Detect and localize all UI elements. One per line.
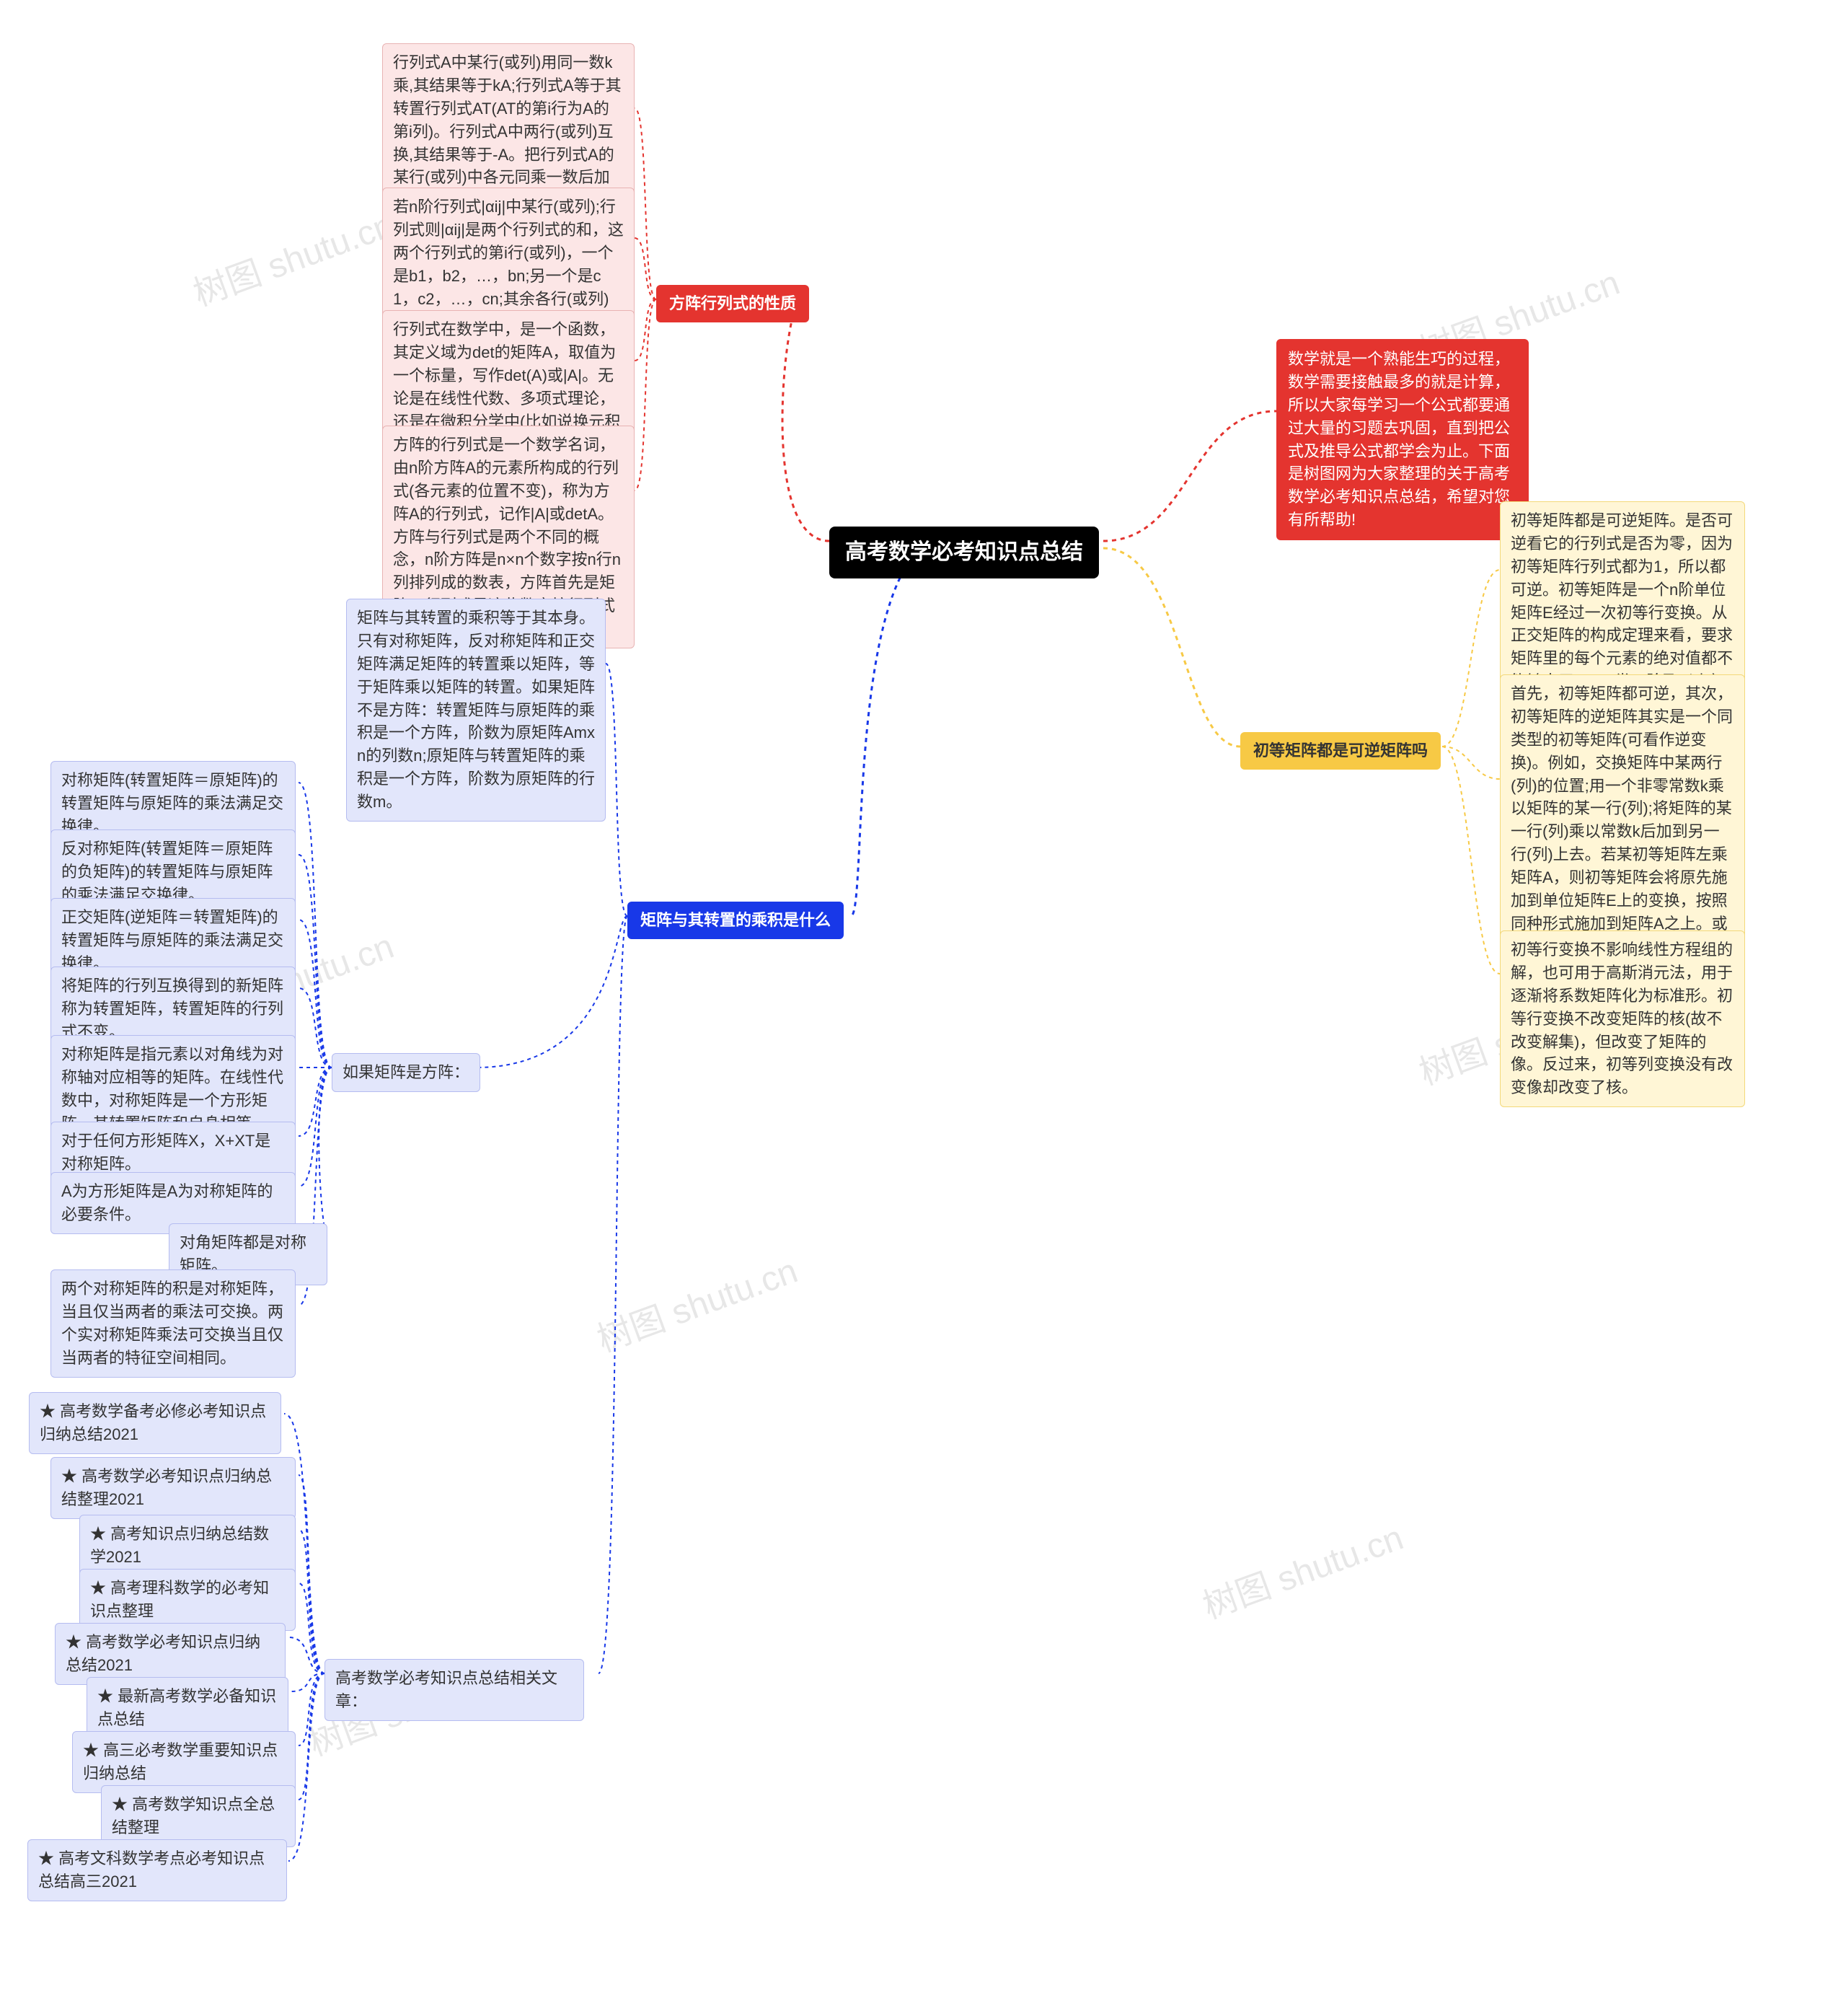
leaf-rel-6: ★ 高三必考数学重要知识点归纳总结 — [72, 1731, 296, 1793]
branch-subsquare-label: 如果矩阵是方阵： — [332, 1053, 480, 1092]
leaf-rel-2: ★ 高考知识点归纳总结数学2021 — [79, 1515, 296, 1577]
watermark: 树图 shutu.cn — [1195, 1509, 1409, 1628]
intro-box: 数学就是一个熟能生巧的过程，数学需要接触最多的就是计算，所以大家每学习一个公式都… — [1276, 339, 1529, 540]
leaf-rel-8: ★ 高考文科数学考点必考知识点总结高三2021 — [27, 1839, 287, 1901]
watermark: 树图 shutu.cn — [589, 1242, 803, 1361]
branch-determinant-label: 方阵行列式的性质 — [656, 285, 809, 322]
leaf-rel-0: ★ 高考数学备考必修必考知识点归纳总结2021 — [29, 1392, 281, 1454]
center-node: 高考数学必考知识点总结 — [829, 527, 1099, 578]
leaf-rel-1: ★ 高考数学必考知识点归纳总结整理2021 — [50, 1457, 296, 1519]
leaf-rel-5: ★ 最新高考数学必备知识点总结 — [87, 1677, 288, 1739]
leaf-rel-4: ★ 高考数学必考知识点归纳总结2021 — [55, 1623, 286, 1685]
branch-transpose-label: 矩阵与其转置的乘积是什么 — [627, 902, 844, 939]
leaf-invertible-2: 初等行变换不影响线性方程组的解，也可用于高斯消元法，用于逐渐将系数矩阵化为标准形… — [1500, 930, 1745, 1107]
leaf-sq-8: 两个对称矩阵的积是对称矩阵，当且仅当两者的乘法可交换。两个实对称矩阵乘法可交换当… — [50, 1269, 296, 1378]
leaf-rel-3: ★ 高考理科数学的必考知识点整理 — [79, 1569, 296, 1631]
watermark: 树图 shutu.cn — [185, 196, 399, 315]
leaf-transpose-intro: 矩阵与其转置的乘积等于其本身。只有对称矩阵，反对称矩阵和正交矩阵满足矩阵的转置乘… — [346, 599, 606, 822]
branch-invertible-label: 初等矩阵都是可逆矩阵吗 — [1240, 732, 1441, 770]
leaf-rel-7: ★ 高考数学知识点全总结整理 — [101, 1785, 296, 1847]
branch-related-label: 高考数学必考知识点总结相关文章： — [324, 1659, 584, 1721]
